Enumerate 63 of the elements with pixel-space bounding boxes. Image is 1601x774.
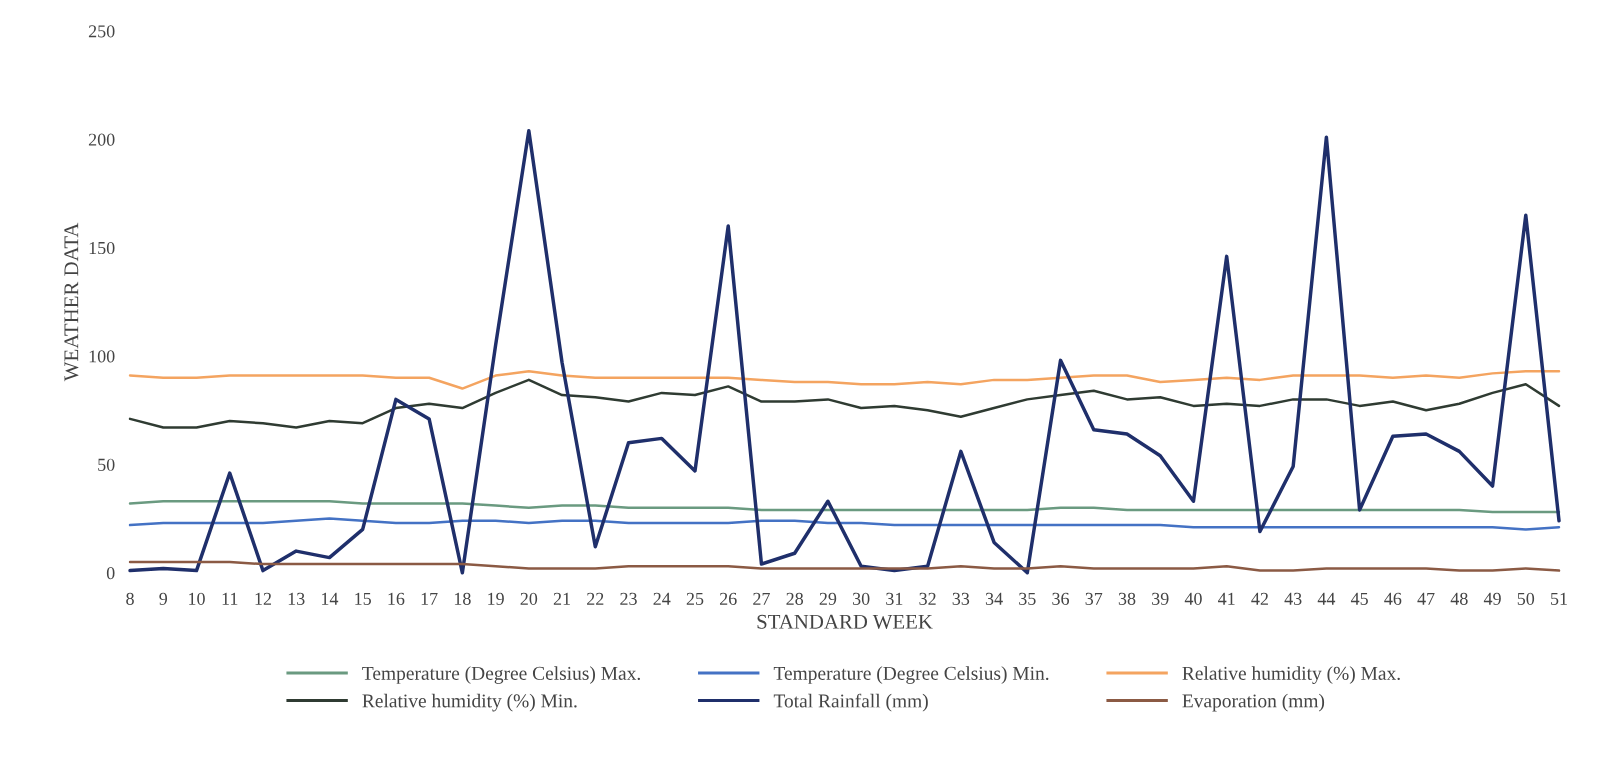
line-series: [128, 560, 1561, 572]
x-tick-label: 12: [255, 592, 271, 605]
line-series: [128, 369, 1561, 390]
x-tick-label: 31: [886, 592, 903, 605]
y-tick-label: 100: [89, 350, 115, 363]
x-tick-label: 43: [1284, 592, 1302, 605]
x-tick-label: 15: [355, 592, 371, 605]
legend-label: Relative humidity (%) Max.: [1182, 666, 1400, 684]
x-tick-label: 33: [952, 592, 970, 605]
x-tick-label: 9: [159, 592, 168, 605]
x-tick-label: 28: [786, 592, 804, 605]
x-tick-label: 45: [1350, 592, 1368, 605]
x-tick-label: 35: [1019, 592, 1036, 605]
x-tick-label: 27: [753, 592, 770, 605]
x-axis-title: STANDARD WEEK: [757, 614, 933, 629]
x-tick-label: 47: [1417, 592, 1435, 605]
x-tick-label: 32: [919, 592, 936, 605]
x-tick-label: 23: [620, 592, 637, 605]
x-tick-label: 11: [222, 592, 238, 605]
x-tick-label: 8: [126, 592, 134, 605]
x-tick-label: 39: [1152, 592, 1169, 605]
x-tick-label: 51: [1551, 592, 1567, 605]
line-series: [128, 378, 1561, 429]
y-tick-label: 200: [88, 133, 115, 146]
x-tick-label: 38: [1118, 592, 1136, 605]
x-tick-label: 50: [1517, 592, 1535, 605]
line-series: [128, 517, 1561, 531]
x-tick-label: 10: [189, 592, 205, 605]
legend-label: Total Rainfall (mm): [773, 693, 928, 712]
x-tick-label: 29: [819, 592, 837, 605]
x-tick-label: 42: [1251, 592, 1268, 605]
x-tick-label: 25: [686, 592, 704, 605]
y-tick-label: 150: [89, 241, 115, 255]
x-tick-label: 41: [1218, 592, 1235, 605]
x-tick-label: 30: [852, 592, 870, 605]
x-tick-label: 13: [288, 592, 305, 605]
line-series: [128, 128, 1561, 575]
x-tick-label: 18: [454, 592, 471, 605]
x-tick-label: 37: [1085, 592, 1103, 605]
x-tick-label: 40: [1184, 592, 1202, 605]
x-tick-label: 36: [1052, 592, 1070, 605]
x-tick-label: 21: [553, 592, 570, 605]
x-tick-label: 46: [1384, 592, 1402, 605]
y-tick-label: 250: [88, 25, 115, 38]
legend-label: Temperature (Degree Celsius) Min.: [773, 666, 1049, 684]
x-tick-label: 14: [322, 592, 339, 605]
legend-label: Evaporation (mm): [1182, 693, 1325, 712]
x-tick-label: 20: [520, 592, 538, 605]
legend-label: Relative humidity (%) Min.: [362, 693, 577, 712]
y-tick-label: 50: [98, 458, 115, 471]
y-tick-label: 0: [106, 567, 115, 580]
legend-label: Temperature (Degree Celsius) Max.: [362, 666, 640, 684]
y-axis-title: WEATHER DATA: [64, 222, 79, 382]
x-tick-label: 48: [1450, 592, 1468, 605]
x-tick-label: 17: [421, 592, 438, 605]
x-tick-label: 22: [587, 592, 604, 605]
x-tick-label: 19: [488, 592, 504, 605]
x-tick-label: 44: [1317, 592, 1336, 605]
x-tick-label: 49: [1483, 592, 1501, 605]
x-tick-label: 16: [388, 592, 405, 605]
x-tick-label: 26: [719, 592, 737, 605]
x-tick-label: 34: [985, 592, 1003, 605]
x-tick-label: 24: [653, 592, 671, 605]
